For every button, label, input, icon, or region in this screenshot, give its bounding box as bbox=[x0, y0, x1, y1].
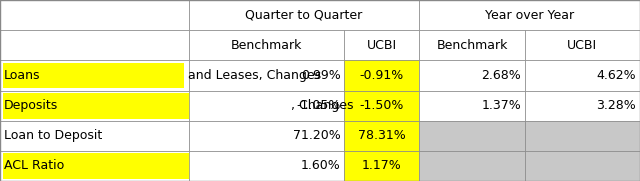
Bar bbox=[189, 121, 344, 151]
Bar bbox=[344, 60, 419, 90]
Bar bbox=[189, 151, 344, 181]
Text: 2.68%: 2.68% bbox=[481, 69, 521, 82]
Bar bbox=[419, 0, 640, 30]
Text: -0.91%: -0.91% bbox=[360, 69, 404, 82]
Text: Year over Year: Year over Year bbox=[485, 9, 574, 22]
Bar bbox=[0, 0, 189, 30]
Bar bbox=[3, 153, 326, 179]
Text: Benchmark: Benchmark bbox=[231, 39, 302, 52]
Text: 4.62%: 4.62% bbox=[596, 69, 636, 82]
Text: 71.20%: 71.20% bbox=[292, 129, 340, 142]
Bar bbox=[344, 30, 419, 60]
Bar bbox=[344, 121, 419, 151]
Text: ACL Ratio: ACL Ratio bbox=[4, 159, 64, 172]
Bar bbox=[525, 30, 640, 60]
Bar bbox=[0, 90, 189, 121]
Bar bbox=[0, 60, 189, 90]
Text: UCBI: UCBI bbox=[567, 39, 598, 52]
Text: 0.99%: 0.99% bbox=[301, 69, 340, 82]
Text: 1.60%: 1.60% bbox=[301, 159, 340, 172]
Bar bbox=[189, 60, 344, 90]
Bar bbox=[525, 121, 640, 151]
Text: Deposits: Deposits bbox=[4, 99, 58, 112]
Bar bbox=[525, 151, 640, 181]
Bar bbox=[189, 30, 344, 60]
Bar bbox=[419, 90, 525, 121]
Bar bbox=[3, 93, 291, 119]
Bar bbox=[525, 60, 640, 90]
Bar bbox=[419, 60, 525, 90]
Bar bbox=[419, 30, 525, 60]
Bar bbox=[3, 62, 184, 88]
Text: UCBI: UCBI bbox=[367, 39, 397, 52]
Bar bbox=[189, 90, 344, 121]
Text: and Leases, Changes: and Leases, Changes bbox=[184, 69, 321, 82]
Text: 78.31%: 78.31% bbox=[358, 129, 406, 142]
Bar bbox=[525, 90, 640, 121]
Bar bbox=[189, 0, 419, 30]
Text: 1.37%: 1.37% bbox=[481, 99, 521, 112]
Bar bbox=[0, 30, 189, 60]
Text: 3.28%: 3.28% bbox=[596, 99, 636, 112]
Text: Loans: Loans bbox=[4, 69, 40, 82]
Text: 1.17%: 1.17% bbox=[362, 159, 402, 172]
Text: Loan to Deposit: Loan to Deposit bbox=[4, 129, 102, 142]
Text: -1.05%: -1.05% bbox=[296, 99, 340, 112]
Bar bbox=[0, 151, 189, 181]
Text: Quarter to Quarter: Quarter to Quarter bbox=[245, 9, 363, 22]
Bar bbox=[419, 121, 525, 151]
Text: , Changes: , Changes bbox=[291, 99, 353, 112]
Text: Benchmark: Benchmark bbox=[436, 39, 508, 52]
Bar bbox=[344, 151, 419, 181]
Bar bbox=[344, 90, 419, 121]
Text: -1.50%: -1.50% bbox=[360, 99, 404, 112]
Bar bbox=[419, 151, 525, 181]
Bar bbox=[0, 121, 189, 151]
